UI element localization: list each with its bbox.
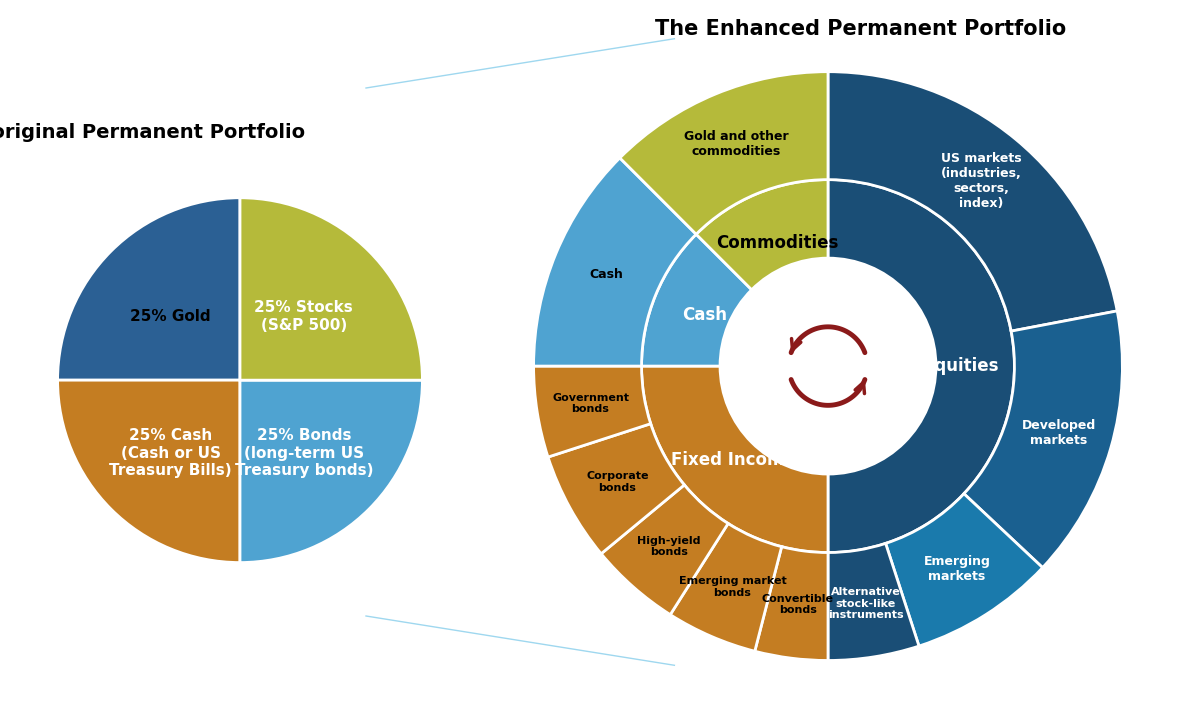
Text: Cash: Cash — [589, 268, 623, 281]
Wedge shape — [601, 485, 728, 615]
Text: US markets
(industries,
sectors,
index): US markets (industries, sectors, index) — [941, 152, 1021, 210]
Wedge shape — [240, 198, 422, 380]
Text: 25% Cash
(Cash or US
Treasury Bills): 25% Cash (Cash or US Treasury Bills) — [109, 428, 232, 478]
Wedge shape — [620, 72, 828, 234]
Wedge shape — [964, 311, 1122, 567]
Wedge shape — [642, 234, 751, 366]
Wedge shape — [696, 180, 828, 290]
Text: Corporate
bonds: Corporate bonds — [586, 471, 648, 493]
Text: Fixed Income: Fixed Income — [671, 451, 796, 470]
Text: Convertible
bonds: Convertible bonds — [762, 593, 834, 615]
Text: Commodities: Commodities — [715, 234, 838, 252]
Wedge shape — [240, 380, 422, 562]
Text: Cash: Cash — [682, 306, 727, 324]
Text: Government
bonds: Government bonds — [552, 393, 629, 415]
Wedge shape — [828, 543, 919, 660]
Text: Alternative
stock-like
instruments: Alternative stock-like instruments — [828, 587, 904, 620]
Wedge shape — [828, 180, 1014, 553]
Title: The Enhanced Permanent Portfolio: The Enhanced Permanent Portfolio — [655, 19, 1066, 39]
Text: Emerging
markets: Emerging markets — [923, 555, 990, 583]
Text: Equities: Equities — [924, 357, 1000, 375]
Wedge shape — [828, 72, 1117, 331]
Wedge shape — [671, 524, 781, 651]
Text: The original Permanent Portfolio: The original Permanent Portfolio — [0, 123, 305, 142]
Wedge shape — [755, 547, 828, 660]
Text: High-yield
bonds: High-yield bonds — [637, 536, 701, 558]
Wedge shape — [548, 424, 684, 554]
Text: 25% Bonds
(long-term US
Treasury bonds): 25% Bonds (long-term US Treasury bonds) — [234, 428, 373, 478]
Text: 25% Stocks
(S&P 500): 25% Stocks (S&P 500) — [254, 300, 353, 332]
Text: 25% Gold: 25% Gold — [131, 309, 211, 324]
Wedge shape — [534, 366, 650, 457]
Text: Gold and other
commodities: Gold and other commodities — [684, 130, 788, 158]
Wedge shape — [886, 494, 1043, 646]
Wedge shape — [642, 366, 828, 553]
Text: Emerging market
bonds: Emerging market bonds — [679, 576, 786, 598]
Wedge shape — [58, 198, 240, 380]
Text: Developed
markets: Developed markets — [1021, 419, 1096, 447]
Wedge shape — [58, 380, 240, 562]
Wedge shape — [534, 158, 696, 366]
